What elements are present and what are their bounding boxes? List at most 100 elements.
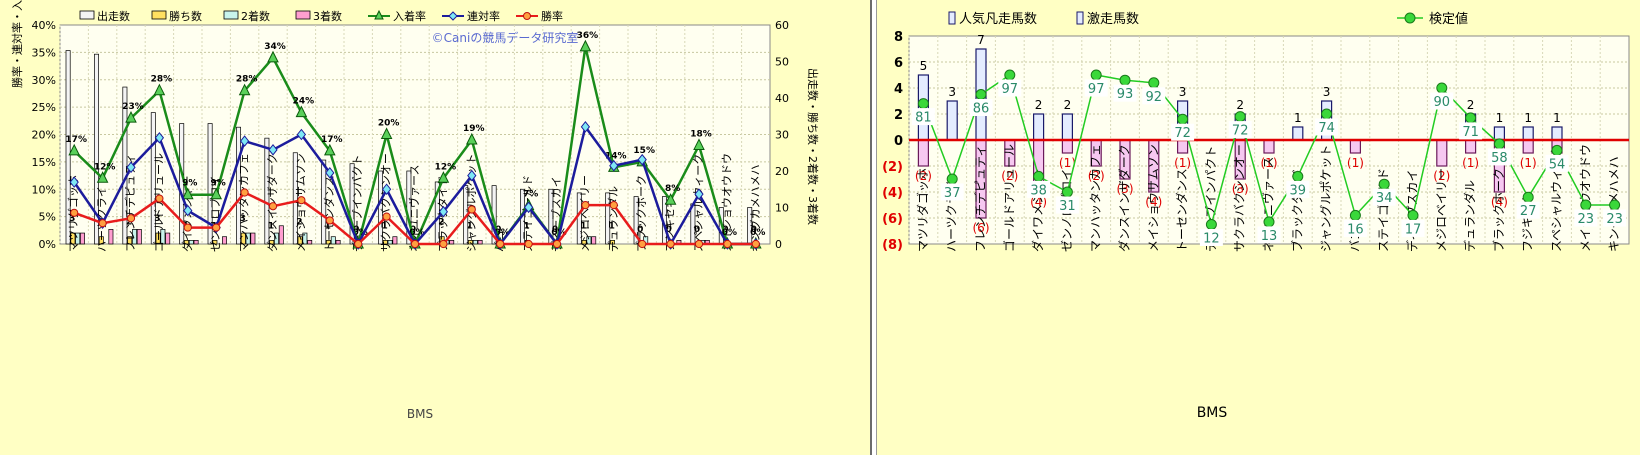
line-data-label-bg	[1516, 201, 1540, 219]
right-chart-panel: (8) (6) (4) (2) 0 2 4 6 8 5 (2) マツリダゴッホ 3 ハーツクライ 7 (6) フ…	[876, 0, 1640, 455]
bar-data-label: 3	[239, 214, 245, 224]
bar-出走数	[321, 159, 327, 245]
bar-data-label: 5	[920, 59, 928, 73]
legend-label: 勝率	[541, 9, 563, 23]
line-data-label-bg	[1315, 118, 1339, 136]
marker-検定値	[1090, 69, 1102, 81]
left-chart-panel: 0%5%10%15%20%25%30%35%40%01020304050603マ…	[0, 0, 872, 455]
bar-3着数	[250, 232, 256, 245]
left-chart-svg: 0%5%10%15%20%25%30%35%40%01020304050603マ…	[10, 0, 820, 421]
y-tick-label: (6)	[882, 212, 903, 227]
marker-検定値	[1349, 209, 1361, 221]
line-data-label: 92	[1146, 90, 1163, 105]
legend-marker	[448, 11, 458, 21]
bar-勝ち数	[382, 240, 388, 245]
right-chart-svg: (8)(6)(4)(2)024685(2)マツリダゴッホ3ハーツクライ7(6)フ…	[882, 11, 1630, 421]
bar-data-label: 0	[694, 225, 700, 235]
line-data-label: 23	[1606, 212, 1623, 227]
marker-勝率	[439, 239, 448, 249]
legend-label: 入着率	[393, 9, 426, 23]
marker-勝率	[354, 239, 363, 249]
bar-勝ち数	[212, 240, 218, 245]
marker-入着率	[125, 110, 137, 123]
bar-激走馬数	[1349, 139, 1361, 154]
line-data-label-bg	[1286, 180, 1310, 198]
line-data-label: 28%	[236, 75, 258, 85]
y2-axis-title: 出走数・勝ち数・2着数・3着数	[806, 68, 820, 225]
line-data-label: 72	[1232, 124, 1249, 139]
marker-連対率	[580, 121, 591, 133]
bar-激走馬数	[1177, 139, 1189, 154]
x-tick-label: スペシャルウィーク	[692, 154, 705, 252]
bar-2着数	[132, 229, 137, 245]
marker-連対率	[381, 183, 392, 196]
line-data-label: 18%	[690, 129, 712, 139]
marker-入着率	[68, 143, 81, 156]
x-tick-label: ブラックホーク	[634, 175, 648, 252]
line-data-label-bg	[998, 79, 1022, 97]
y-tick-label: 0%	[39, 238, 56, 251]
y2-tick-label: 30	[775, 129, 789, 142]
line-data-label-bg	[1084, 79, 1108, 97]
marker-入着率	[238, 83, 251, 96]
x-tick-label: キングカメハメハ	[748, 164, 762, 252]
marker-入着率	[181, 187, 194, 200]
legend-marker	[523, 12, 531, 20]
y-tick-label: 5%	[39, 211, 56, 224]
marker-勝率	[382, 212, 391, 221]
bar-3着数	[307, 240, 313, 245]
bar-data-label: (1)	[1520, 156, 1537, 170]
line-data-label: 74	[1318, 121, 1335, 136]
x-tick-label: ブラックホーク	[1491, 168, 1506, 252]
bar-2着数	[274, 232, 279, 245]
bar-data-label: 1	[1294, 111, 1302, 125]
line-data-label: 28%	[151, 75, 173, 85]
line-data-label: 86	[973, 102, 990, 117]
line-data-label: 39	[1290, 183, 1307, 198]
line-data-label: 72	[1174, 126, 1191, 141]
marker-検定値	[1321, 108, 1333, 120]
line-data-label: 24%	[293, 97, 315, 107]
line-data-label-bg	[940, 183, 964, 201]
bar-data-label: (6)	[973, 221, 990, 235]
line-data-label: 0%	[353, 228, 368, 238]
marker-連対率	[154, 131, 165, 144]
legend-label: 2着数	[241, 9, 270, 23]
marker-検定値	[1580, 199, 1592, 211]
marker-検定値	[1378, 178, 1390, 190]
marker-勝率	[183, 223, 192, 232]
bar-data-label: (4)	[1491, 195, 1508, 209]
marker-検定値	[1465, 112, 1477, 124]
x-tick-label: ダンスインザダーク	[1117, 144, 1132, 252]
marker-勝率	[552, 239, 562, 249]
x-axis-title: BMS	[1197, 405, 1228, 421]
bar-人気凡走馬数	[1522, 126, 1534, 141]
y-tick-label: 10%	[32, 183, 56, 196]
x-tick-label: マンハッタンカフェ	[1089, 144, 1103, 252]
marker-入着率	[96, 171, 109, 183]
x-tick-label: ジャングルポケット	[464, 154, 478, 252]
y2-tick-label: 60	[775, 19, 789, 32]
legend-label: 勝ち数	[169, 9, 202, 23]
line-data-label: 23%	[122, 102, 144, 112]
legend-swatch	[948, 11, 956, 25]
bar-data-label: 0	[665, 225, 671, 235]
marker-検定値	[975, 89, 987, 100]
x-tick-label: マンハッタンカフェ	[238, 153, 251, 252]
bar-勝ち数	[98, 236, 104, 245]
bar-data-label: 3	[69, 214, 75, 224]
line-data-label: 14%	[605, 151, 627, 161]
line-data-label: 93	[1117, 87, 1134, 102]
x-tick-label: メジロベイリー	[1434, 168, 1448, 252]
marker-連対率	[467, 169, 477, 182]
line-data-label: 34	[1376, 191, 1393, 206]
line-data-label: 37	[944, 186, 961, 201]
legend-label: 人気凡走馬数	[959, 11, 1037, 27]
marker-連対率	[183, 204, 193, 217]
legend-swatch	[223, 10, 239, 20]
line-data-label-bg	[1055, 196, 1079, 214]
bar-激走馬数	[1522, 139, 1534, 154]
line-data-label: 9%	[211, 179, 226, 189]
bar-data-label: 3	[1323, 85, 1331, 99]
line-data-label: 0%	[750, 228, 765, 238]
